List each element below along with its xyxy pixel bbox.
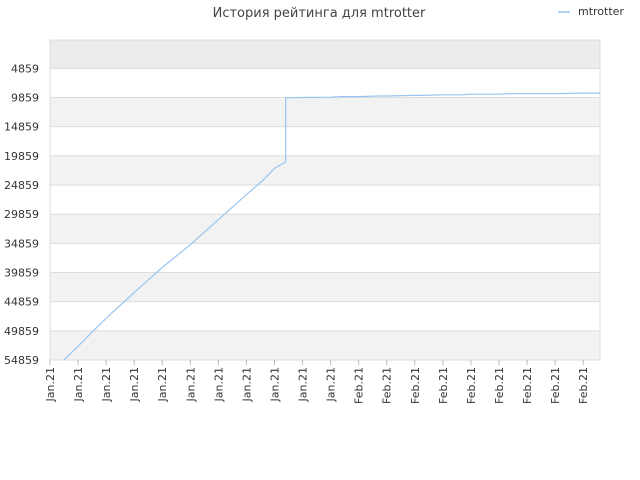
x-tick-label: Feb.21 <box>521 367 534 404</box>
plot-border <box>49 39 601 361</box>
y-axis-ticks: 4859 9859 14859 19859 24859 29859 34859 39859 44… <box>4 62 39 367</box>
y-tick-label: 14859 <box>4 121 39 134</box>
y-tick-label: 54859 <box>4 354 39 367</box>
legend: mtrotter <box>558 5 624 18</box>
x-tick-label: Jan.21 <box>156 367 169 402</box>
x-tick-label: Feb.21 <box>409 367 422 404</box>
y-tick-label: 44859 <box>4 296 39 309</box>
x-tick-label: Jan.21 <box>268 367 281 402</box>
x-tick-label: Jan.21 <box>128 367 141 402</box>
series-layer <box>63 92 600 361</box>
plot-band <box>50 40 600 69</box>
y-tick-label: 24859 <box>4 179 39 192</box>
y-tick-label: 39859 <box>4 267 39 280</box>
plot-band <box>50 126 600 156</box>
y-tick-label: 9859 <box>11 92 39 105</box>
plot-band <box>50 330 600 360</box>
x-tick-label: Jan.21 <box>297 367 310 402</box>
x-tick-label: Jan.21 <box>240 367 253 402</box>
x-tick-label: Jan.21 <box>44 367 57 402</box>
plot-band <box>50 243 600 273</box>
plot-band <box>50 214 600 244</box>
y-tick-label: 19859 <box>4 150 39 163</box>
x-tick-label: Feb.21 <box>493 367 506 404</box>
chart-title: История рейтинга для mtrotter <box>213 6 426 21</box>
plot-band <box>50 68 600 98</box>
y-tick-label: 4859 <box>11 62 39 75</box>
plot-band <box>50 301 600 331</box>
plot-background <box>50 40 600 360</box>
x-tick-label: Feb.21 <box>465 367 478 404</box>
x-axis-ticks: Jan.21 Jan.21 Jan.21 Jan.21 Jan.21 Jan.21 Jan.… <box>44 360 590 404</box>
series-line-mtrotter <box>63 92 600 361</box>
plot-band <box>50 97 600 127</box>
plot-band <box>50 155 600 186</box>
x-tick-label: Jan.21 <box>184 367 197 402</box>
x-tick-label: Feb.21 <box>549 367 562 404</box>
x-tick-label: Jan.21 <box>212 367 225 402</box>
y-tick-label: 34859 <box>4 237 39 250</box>
x-tick-label: Jan.21 <box>72 367 85 402</box>
x-tick-label: Feb.21 <box>381 367 394 404</box>
x-tick-label: Feb.21 <box>437 367 450 404</box>
x-tick-label: Feb.21 <box>577 367 590 404</box>
y-tick-label: 29859 <box>4 208 39 221</box>
x-tick-label: Jan.21 <box>325 367 338 402</box>
x-tick-label: Feb.21 <box>353 367 366 404</box>
x-tick-label: Jan.21 <box>100 367 113 402</box>
y-tick-label: 49859 <box>4 325 39 338</box>
plot-band <box>50 185 600 215</box>
legend-label: mtrotter <box>578 5 624 18</box>
plot-band <box>50 272 600 302</box>
